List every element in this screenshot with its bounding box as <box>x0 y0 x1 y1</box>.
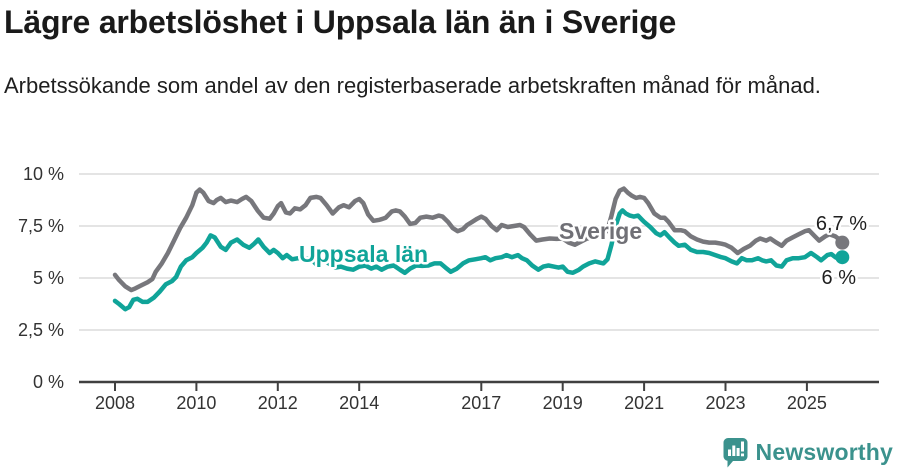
chart-subtitle: Arbetssökande som andel av den registerb… <box>4 73 821 98</box>
y-axis-label: 7,5 % <box>18 216 64 236</box>
x-axis-label: 2010 <box>176 393 216 413</box>
newsworthy-chart-bubble-icon <box>723 438 748 468</box>
series-end-dot <box>835 235 850 250</box>
chart-header: Lägre arbetslöshet i Uppsala län än i Sv… <box>4 0 864 41</box>
page-title: Lägre arbetslöshet i Uppsala län än i Sv… <box>4 4 677 40</box>
series-end-dot <box>835 250 850 265</box>
x-axis-label: 2014 <box>339 393 379 413</box>
x-axis-label: 2019 <box>543 393 583 413</box>
x-axis-label: 2023 <box>705 393 745 413</box>
newsworthy-logo: Newsworthy <box>721 436 893 469</box>
series-label: Sverige <box>559 218 642 244</box>
series-line-uppsala-l-n <box>112 208 845 312</box>
y-axis-label: 5 % <box>33 268 64 288</box>
end-value-label: 6 % <box>822 267 857 289</box>
end-value-label: 6,7 % <box>816 213 867 235</box>
x-axis-label: 2025 <box>787 393 827 413</box>
y-axis-label: 2,5 % <box>18 320 64 340</box>
newsworthy-wordmark: Newsworthy <box>755 439 893 465</box>
x-axis-label: 2008 <box>95 393 135 413</box>
x-axis-label: 2017 <box>461 393 501 413</box>
x-axis-label: 2021 <box>624 393 664 413</box>
x-axis-label: 2012 <box>258 393 298 413</box>
series-label: Uppsala län <box>299 241 428 267</box>
series-line-sverige <box>112 186 845 293</box>
y-axis-label: 0 % <box>33 372 64 392</box>
y-axis-label: 10 % <box>23 164 64 184</box>
